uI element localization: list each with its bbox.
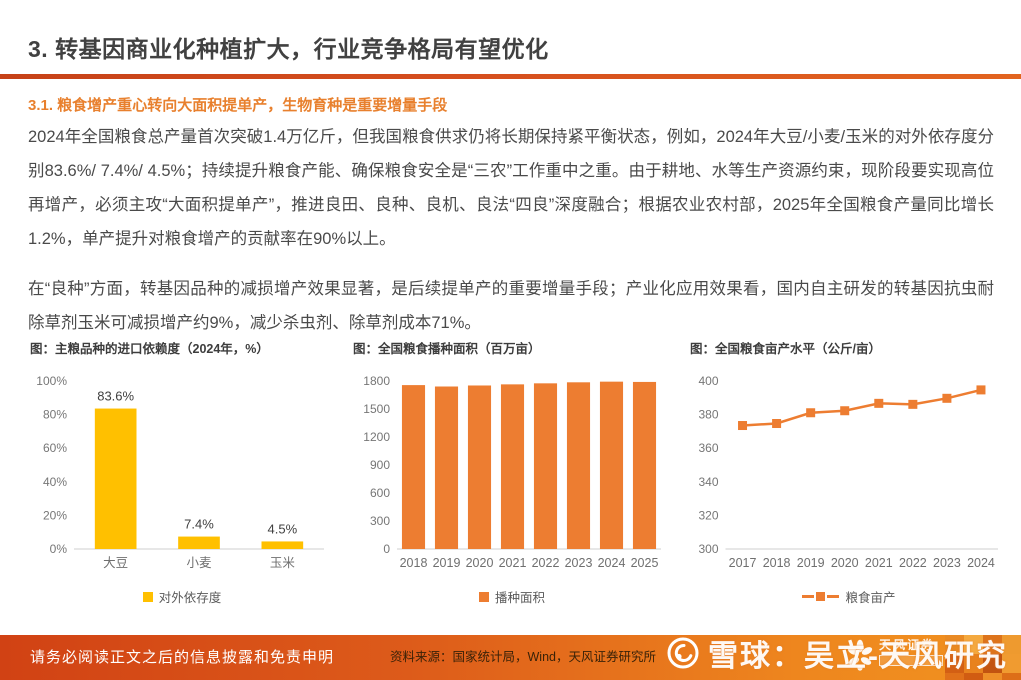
svg-text:2022: 2022: [899, 556, 927, 570]
xueqiu-logo-icon: [667, 637, 699, 669]
svg-text:900: 900: [370, 458, 390, 472]
svg-text:360: 360: [698, 441, 718, 455]
body-text-block: 2024年全国粮食总产量首次突破1.4万亿斤，但我国粮食供求仍将长期保持紧平衡状…: [28, 120, 994, 356]
mosaic-square: [983, 673, 1002, 680]
import-dependence-bar-chart: 0% 20% 40% 60% 80% 100% 83.6% 7.4% 4.5% 大豆 小麦 玉米: [36, 374, 324, 570]
svg-text:2024: 2024: [598, 556, 626, 570]
svg-text:1500: 1500: [363, 402, 390, 416]
mosaic-square: [945, 673, 964, 680]
svg-text:4.5%: 4.5%: [268, 521, 298, 536]
watermark-text: 雪球：吴立-天风研究: [708, 640, 1008, 673]
mosaic-square: [1002, 673, 1021, 680]
svg-text:1200: 1200: [363, 430, 390, 444]
footer-disclaimer: 请务必阅读正文之后的信息披露和免责申明: [30, 649, 335, 666]
svg-text:2020: 2020: [831, 556, 859, 570]
mosaic-square: [945, 635, 964, 654]
paragraph-1: 2024年全国粮食总产量首次突破1.4万亿斤，但我国粮食供求仍将长期保持紧平衡状…: [28, 128, 994, 248]
svg-text:2018: 2018: [763, 556, 791, 570]
svg-text:20%: 20%: [43, 508, 67, 522]
svg-text:7.4%: 7.4%: [184, 517, 214, 532]
mosaic-square: [983, 635, 1002, 654]
chart-title: 图：全国粮食播种面积（百万亩）: [353, 342, 541, 356]
tianfeng-logo-badge: [879, 655, 943, 666]
svg-text:400: 400: [698, 374, 718, 388]
svg-text:340: 340: [698, 475, 718, 489]
svg-text:2023: 2023: [565, 556, 593, 570]
svg-text:2019: 2019: [797, 556, 825, 570]
svg-text:0%: 0%: [50, 542, 68, 556]
title-divider-rule: [0, 74, 1021, 79]
mosaic-square: [964, 635, 983, 654]
svg-text:玉米: 玉米: [270, 556, 296, 570]
chart-title: 图：主粮品种的进口依赖度（2024年，%）: [30, 342, 269, 356]
svg-text:2023: 2023: [933, 556, 961, 570]
chart-title: 图：全国粮食亩产水平（公斤/亩）: [690, 342, 881, 356]
svg-text:320: 320: [698, 508, 718, 522]
svg-text:2019: 2019: [433, 556, 461, 570]
tianfeng-flower-icon: [847, 639, 873, 671]
svg-text:2021: 2021: [865, 556, 893, 570]
mosaic-square: [983, 654, 1002, 673]
xueqiu-watermark: 雪球：吴立-天风研究: [666, 631, 1008, 675]
mosaic-square: [1002, 654, 1021, 673]
svg-text:83.6%: 83.6%: [97, 389, 134, 404]
chart-grain-yield: 图：全国粮食亩产水平（公斤/亩） 300 320 340 360 380 400 2017 2…: [688, 338, 1010, 606]
grain-yield-line-chart: 300 320 340 360 380 400 2017 2018 2019 2020 2021 20…: [698, 374, 998, 570]
chart-sown-area: 图：全国粮食播种面积（百万亩） 0 300 600 900 1200 1500 1800 20…: [351, 338, 673, 606]
footer-bar: 请务必阅读正文之后的信息披露和免责申明 资料来源：国家统计局，Wind，天风证券…: [0, 635, 1021, 680]
chart-legend: 对外依存度: [28, 587, 336, 606]
svg-text:2024: 2024: [967, 556, 995, 570]
paragraph-2: 在“良种”方面，转基因品种的减损增产效果显著，是后续提单产的重要增量手段；产业化…: [28, 280, 994, 332]
svg-text:100%: 100%: [36, 374, 67, 388]
sown-area-bar-chart: 0 300 600 900 1200 1500 1800 2018 2019 2020 2021 20…: [363, 374, 661, 570]
svg-text:600: 600: [370, 486, 390, 500]
mosaic-square: [964, 673, 983, 680]
svg-text:大豆: 大豆: [103, 556, 128, 570]
svg-text:2020: 2020: [466, 556, 494, 570]
svg-text:2022: 2022: [532, 556, 560, 570]
tianfeng-logo: 天风证券: [845, 638, 943, 674]
section-subtitle: 3.1. 粮食增产重心转向大面积提单产，生物育种是重要增量手段: [28, 97, 448, 114]
svg-text:80%: 80%: [43, 408, 67, 422]
mosaic-square: [1002, 635, 1021, 654]
svg-text:300: 300: [698, 542, 718, 556]
svg-text:40%: 40%: [43, 475, 67, 489]
svg-text:300: 300: [370, 514, 390, 528]
svg-text:1800: 1800: [363, 374, 390, 388]
tianfeng-logo-text: 天风证券: [879, 638, 936, 652]
svg-text:2017: 2017: [729, 556, 757, 570]
svg-text:60%: 60%: [43, 441, 67, 455]
footer-mosaic-decoration: [945, 635, 1021, 680]
svg-text:2025: 2025: [631, 556, 659, 570]
charts-row: 图：主粮品种的进口依赖度（2024年，%） 0% 20% 40% 60% 80% 100%…: [28, 338, 1010, 606]
mosaic-square: [945, 654, 964, 673]
svg-text:2018: 2018: [400, 556, 428, 570]
svg-text:0: 0: [383, 542, 390, 556]
svg-text:380: 380: [698, 408, 718, 422]
mosaic-square: [964, 654, 983, 673]
chart-legend: 播种面积: [351, 587, 673, 606]
chart-legend: 粮食亩产: [688, 587, 1010, 606]
page-title: 3. 转基因商业化种植扩大，行业竞争格局有望优化: [28, 36, 549, 62]
svg-text:2021: 2021: [499, 556, 527, 570]
chart-import-dependence: 图：主粮品种的进口依赖度（2024年，%） 0% 20% 40% 60% 80% 100%…: [28, 338, 336, 606]
svg-text:小麦: 小麦: [186, 556, 212, 570]
footer-source: 资料来源：国家统计局，Wind，天风证券研究所: [390, 650, 656, 664]
